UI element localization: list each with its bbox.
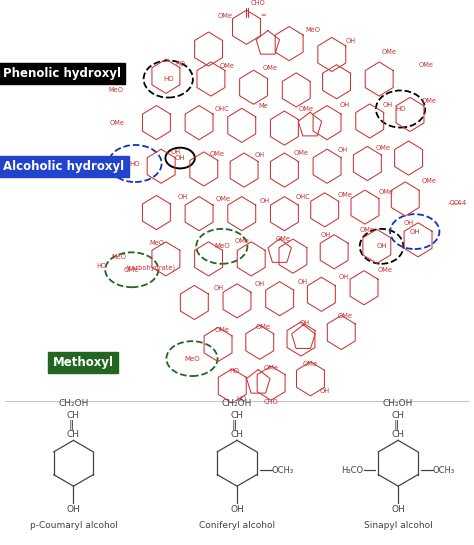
Text: OMe: OMe	[421, 98, 437, 104]
Text: MeO: MeO	[305, 27, 320, 33]
Text: OH: OH	[383, 101, 393, 108]
Text: p-Coumaryl alcohol: p-Coumaryl alcohol	[29, 522, 118, 530]
Text: OH: OH	[319, 388, 330, 395]
Text: OH: OH	[340, 101, 350, 108]
Text: Methoxyl: Methoxyl	[53, 356, 113, 369]
Text: OCH₃: OCH₃	[272, 465, 293, 475]
Text: =: =	[260, 12, 266, 19]
Text: MeO: MeO	[150, 239, 165, 246]
Text: OH: OH	[259, 197, 270, 204]
Text: OH: OH	[391, 505, 405, 514]
Text: OMe: OMe	[220, 63, 235, 70]
Text: OMe: OMe	[377, 267, 392, 273]
Text: OH: OH	[410, 228, 420, 235]
Text: OMe: OMe	[218, 13, 233, 20]
Text: CH: CH	[392, 411, 405, 420]
Text: OMe: OMe	[375, 145, 391, 152]
Text: MeO: MeO	[214, 243, 229, 250]
Text: CH: CH	[392, 430, 405, 439]
Text: OMe: OMe	[381, 49, 396, 55]
Text: OH: OH	[376, 243, 387, 250]
Text: MeO: MeO	[184, 355, 200, 362]
Text: HO: HO	[175, 61, 185, 68]
Text: CH: CH	[67, 411, 80, 420]
Text: OH: OH	[321, 232, 331, 239]
Text: -O-4: -O-4	[448, 199, 462, 206]
Text: -O-4: -O-4	[452, 199, 467, 206]
Text: OH: OH	[177, 194, 188, 201]
Text: OH: OH	[299, 319, 310, 326]
Text: HO: HO	[237, 396, 247, 402]
Text: CHO: CHO	[264, 399, 279, 405]
Text: OHC: OHC	[214, 106, 229, 112]
Text: OMe: OMe	[303, 361, 318, 367]
Text: OH: OH	[170, 148, 181, 155]
Text: CH: CH	[230, 430, 244, 439]
Text: OMe: OMe	[214, 326, 229, 333]
Text: CHO: CHO	[251, 0, 266, 6]
Text: OH: OH	[346, 38, 356, 44]
Text: OMe: OMe	[337, 313, 353, 319]
Text: OMe: OMe	[210, 150, 225, 157]
Text: HO: HO	[163, 76, 173, 82]
Text: OMe: OMe	[264, 365, 279, 371]
Text: OH: OH	[255, 281, 265, 288]
Text: CH₂OH: CH₂OH	[383, 399, 413, 408]
Text: H₃CO: H₃CO	[341, 465, 363, 475]
Text: OH: OH	[175, 155, 185, 161]
Text: OMe: OMe	[337, 192, 353, 198]
Text: OMe: OMe	[298, 106, 313, 112]
Text: OMe: OMe	[263, 65, 278, 71]
Text: OH: OH	[337, 147, 347, 153]
Text: CH: CH	[67, 430, 80, 439]
Text: CH₂OH: CH₂OH	[222, 399, 252, 408]
Text: Me: Me	[258, 103, 268, 110]
Text: OMe: OMe	[215, 196, 230, 202]
Text: MeO: MeO	[111, 254, 126, 261]
Text: ‖: ‖	[68, 420, 74, 431]
Text: HO: HO	[97, 263, 107, 269]
Text: OMe: OMe	[419, 62, 434, 69]
Text: OMe: OMe	[360, 227, 375, 233]
Text: Sinapyl alcohol: Sinapyl alcohol	[364, 522, 433, 530]
Text: OMe: OMe	[421, 178, 437, 184]
Text: OH: OH	[66, 505, 81, 514]
Text: OMe: OMe	[293, 149, 309, 156]
Text: OH: OH	[214, 284, 224, 291]
Text: (carbohydrate): (carbohydrate)	[126, 265, 176, 271]
Text: Alcoholic hydroxyl: Alcoholic hydroxyl	[3, 160, 125, 173]
Text: HO: HO	[130, 160, 140, 167]
Text: OMe: OMe	[234, 238, 249, 244]
Text: OH: OH	[230, 505, 244, 514]
Text: OH: OH	[338, 274, 349, 280]
Text: OH: OH	[255, 152, 265, 159]
Text: OMe: OMe	[255, 324, 271, 330]
Text: Coniferyl alcohol: Coniferyl alcohol	[199, 522, 275, 530]
Text: HO: HO	[395, 106, 406, 112]
Text: HO: HO	[229, 367, 240, 374]
Text: CH₂OH: CH₂OH	[58, 399, 89, 408]
Text: CH: CH	[230, 411, 244, 420]
Text: OCH₃: OCH₃	[433, 465, 455, 475]
Text: Phenolic hydroxyl: Phenolic hydroxyl	[3, 67, 120, 80]
Text: OMe: OMe	[124, 267, 139, 273]
Text: OMe: OMe	[110, 119, 125, 126]
Text: ‖: ‖	[232, 420, 237, 431]
Text: ‖: ‖	[393, 420, 399, 431]
Text: OMe: OMe	[276, 235, 291, 242]
Text: MeO: MeO	[109, 87, 124, 93]
Text: OH: OH	[403, 220, 414, 227]
Text: OH: OH	[297, 279, 308, 286]
Text: MeO: MeO	[109, 74, 124, 81]
Text: OMe: OMe	[379, 189, 394, 195]
Text: OHC: OHC	[296, 194, 311, 201]
